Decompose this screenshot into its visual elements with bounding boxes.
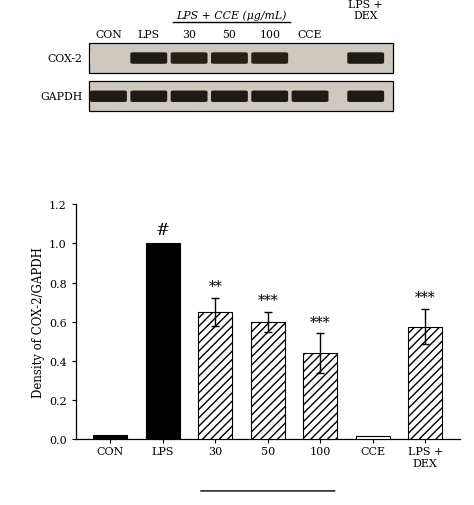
Text: ***: ***	[415, 290, 436, 305]
FancyBboxPatch shape	[251, 91, 288, 103]
Text: 30: 30	[182, 30, 196, 40]
Text: CCE: CCE	[298, 30, 322, 40]
FancyBboxPatch shape	[347, 53, 384, 65]
Bar	[408, 327, 442, 439]
FancyBboxPatch shape	[292, 91, 328, 103]
FancyBboxPatch shape	[171, 91, 208, 103]
Text: LPS +
DEX: LPS + DEX	[348, 0, 383, 21]
Bar	[93, 435, 128, 439]
Text: ***: ***	[310, 315, 330, 329]
FancyBboxPatch shape	[211, 53, 248, 65]
Text: LPS + CCE (μg/mL): LPS + CCE (μg/mL)	[176, 11, 286, 21]
FancyBboxPatch shape	[90, 91, 127, 103]
Bar	[89, 44, 392, 74]
Bar	[356, 436, 390, 439]
Y-axis label: Density of COX-2/GAPDH: Density of COX-2/GAPDH	[32, 247, 45, 397]
Text: ***: ***	[257, 293, 278, 308]
FancyBboxPatch shape	[90, 53, 127, 65]
Text: CON: CON	[95, 30, 122, 40]
FancyBboxPatch shape	[211, 91, 248, 103]
Bar	[198, 312, 232, 439]
FancyBboxPatch shape	[251, 53, 288, 65]
Text: GAPDH: GAPDH	[40, 92, 83, 102]
Text: **: **	[209, 280, 222, 294]
Bar	[251, 322, 285, 439]
FancyBboxPatch shape	[171, 53, 208, 65]
Bar	[146, 244, 180, 439]
Text: LPS: LPS	[138, 30, 160, 40]
Bar	[303, 354, 337, 439]
Text: 50: 50	[222, 30, 237, 40]
FancyBboxPatch shape	[130, 91, 167, 103]
Text: #: #	[156, 222, 170, 239]
Text: COX-2: COX-2	[48, 54, 83, 64]
Text: 100: 100	[259, 30, 280, 40]
FancyBboxPatch shape	[347, 91, 384, 103]
FancyBboxPatch shape	[292, 53, 328, 65]
FancyBboxPatch shape	[130, 53, 167, 65]
Bar	[89, 82, 392, 112]
